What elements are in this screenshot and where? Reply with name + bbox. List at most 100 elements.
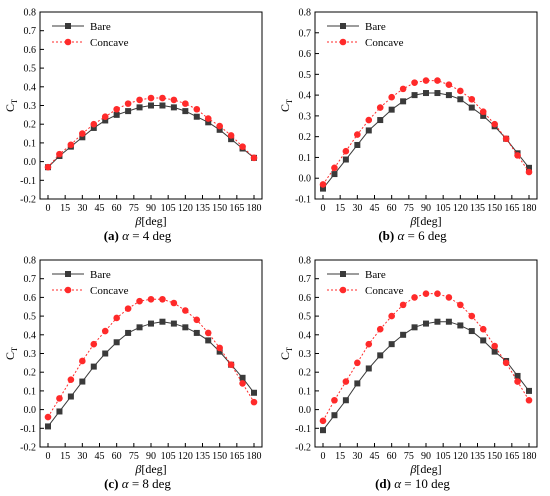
y-tick-label: 0.0 — [24, 405, 37, 416]
data-point-bare — [377, 117, 384, 124]
data-point-concave — [491, 342, 498, 350]
x-tick-label: 60 — [112, 203, 122, 214]
caption-symbol: α — [122, 228, 129, 243]
x-tick-label: 45 — [95, 451, 105, 462]
y-tick-label: 0.0 — [299, 405, 312, 416]
x-tick-label: 120 — [453, 203, 468, 214]
data-point-bare — [102, 350, 109, 357]
data-point-concave — [193, 316, 201, 324]
x-tick-label: 150 — [212, 203, 227, 214]
data-point-bare — [423, 320, 429, 327]
x-tick-label: 150 — [487, 203, 502, 214]
x-axis-symbol: β — [409, 214, 416, 228]
y-tick-label: 0.3 — [24, 101, 37, 112]
data-point-concave — [514, 378, 521, 385]
y-tick-label: 0.1 — [299, 386, 312, 397]
x-tick-label: 90 — [421, 451, 431, 462]
data-point-bare — [113, 339, 120, 346]
caption-letter: (c) — [104, 476, 119, 491]
data-point-bare — [45, 423, 51, 430]
data-point-concave — [67, 141, 75, 149]
caption-letter: (b) — [378, 228, 395, 243]
data-point-bare — [182, 108, 189, 115]
y-tick-label: 0.8 — [299, 256, 312, 267]
y-axis-sub: T — [285, 347, 294, 352]
y-tick-label: 0.6 — [24, 45, 37, 56]
x-tick-label: 30 — [77, 451, 87, 462]
panel-caption: (c) α = 8 deg — [0, 476, 275, 492]
y-tick-label: 0.4 — [299, 91, 312, 102]
y-axis-sub: T — [10, 347, 19, 352]
data-point-concave — [365, 116, 373, 124]
y-tick-label: 0.5 — [24, 64, 37, 75]
y-axis-sub: T — [285, 99, 294, 104]
legend-label: Concave — [90, 285, 129, 297]
x-tick-label: 150 — [212, 451, 227, 462]
legend-label: Bare — [365, 269, 386, 281]
y-axis-label: CT — [3, 347, 19, 360]
data-point-concave — [342, 378, 350, 385]
caption-symbol: α — [121, 476, 129, 491]
data-point-bare — [79, 378, 86, 385]
data-point-concave — [136, 96, 143, 104]
data-point-concave — [182, 100, 189, 107]
data-point-bare — [67, 393, 74, 400]
x-axis-symbol: β — [134, 462, 141, 476]
legend-marker-concave — [64, 286, 72, 294]
data-point-bare — [342, 397, 349, 404]
series-line-bare — [47, 105, 255, 168]
data-point-bare — [216, 348, 223, 355]
y-tick-label: 0.1 — [299, 153, 312, 164]
plot-frame — [314, 259, 538, 448]
x-tick-label: 15 — [60, 203, 70, 214]
x-tick-label: 135 — [195, 203, 210, 214]
plot-frame — [314, 11, 538, 200]
data-point-bare — [423, 90, 429, 97]
x-tick-label: 180 — [522, 203, 537, 214]
data-point-concave — [331, 164, 338, 172]
data-point-concave — [388, 312, 395, 320]
data-point-concave — [434, 77, 441, 84]
data-point-bare — [136, 324, 143, 331]
data-point-bare — [170, 104, 177, 111]
y-tick-label: -0.2 — [20, 443, 36, 454]
data-point-bare — [113, 111, 120, 118]
chart-svg: -0.2 -0.1 0.0 0.1 0.2 0.3 0.4 0.5 0.6 0.7 0.8 0 15 30… — [3, 8, 263, 228]
data-point-concave — [44, 413, 52, 421]
series-line-bare — [322, 321, 530, 431]
data-point-bare — [388, 341, 395, 348]
data-point-bare — [526, 387, 532, 394]
x-tick-label: 120 — [178, 203, 193, 214]
data-point-concave — [159, 295, 166, 303]
data-point-concave — [79, 130, 86, 137]
x-tick-label: 120 — [178, 451, 193, 462]
data-point-concave — [216, 122, 223, 130]
y-axis-main: C — [278, 104, 292, 112]
data-point-concave — [101, 113, 109, 121]
data-point-bare — [331, 171, 338, 178]
y-tick-label: 0.4 — [299, 330, 312, 341]
data-point-bare — [320, 185, 326, 192]
data-point-concave — [445, 294, 453, 301]
x-tick-label: 75 — [404, 203, 414, 214]
y-tick-label: 0.5 — [24, 312, 37, 323]
legend-marker-concave — [339, 38, 347, 46]
data-point-concave — [354, 131, 361, 138]
data-point-bare — [354, 380, 361, 387]
legend-label: Concave — [365, 285, 404, 297]
data-point-bare — [148, 102, 154, 109]
x-tick-label: 165 — [504, 203, 519, 214]
data-point-bare — [193, 113, 200, 120]
y-tick-label: 0.6 — [24, 293, 37, 304]
data-point-concave — [147, 94, 155, 102]
x-axis-unit: [deg] — [141, 462, 166, 476]
data-point-concave — [182, 307, 189, 314]
x-tick-label: 75 — [129, 203, 139, 214]
x-tick-label: 60 — [387, 203, 397, 214]
y-tick-label: 0.4 — [24, 330, 37, 341]
x-tick-label: 165 — [229, 203, 244, 214]
panel-caption: (b) α = 6 deg — [275, 228, 550, 244]
x-axis-label: β[deg] — [409, 462, 441, 476]
x-axis-label: β[deg] — [134, 462, 166, 476]
chart-panel-c: -0.2 -0.1 0.0 0.1 0.2 0.3 0.4 0.5 0.6 0.7 0.8 0 15 30… — [0, 248, 275, 496]
